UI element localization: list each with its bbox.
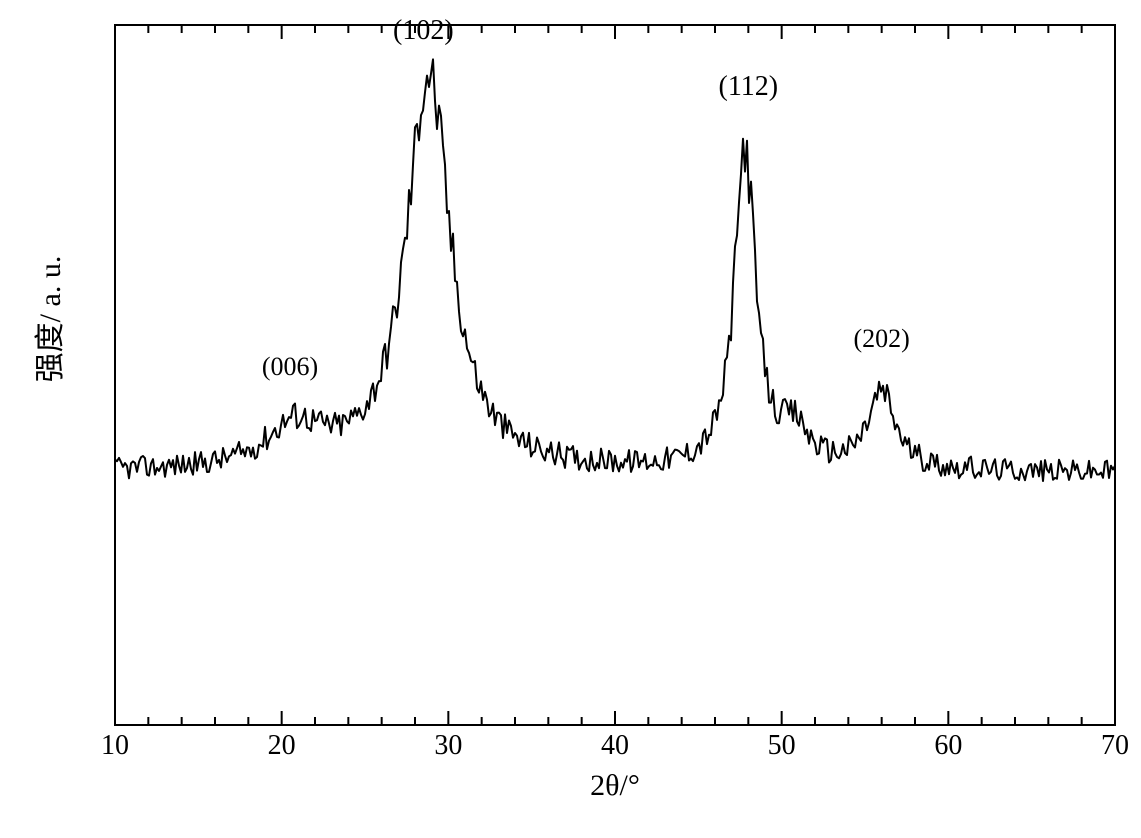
x-tick-label: 30: [434, 730, 462, 761]
x-tick-label: 10: [101, 730, 129, 761]
peak-label: (202): [854, 324, 910, 353]
x-tick-label: 70: [1101, 730, 1129, 761]
peak-label: (102): [393, 15, 454, 46]
xrd-chart: 10 20 30 40 50 60 70 2θ/° 强度/ a. u. (006) (102) (11…: [0, 0, 1141, 838]
peak-label: (006): [262, 352, 318, 381]
x-tick-label: 20: [268, 730, 296, 761]
xrd-svg: 10 20 30 40 50 60 70 2θ/° 强度/ a. u. (006) (102) (11…: [0, 0, 1141, 838]
x-tick-label: 60: [934, 730, 962, 761]
x-tick-label: 50: [768, 730, 796, 761]
y-axis-label: 强度/ a. u.: [34, 256, 67, 383]
x-axis-label: 2θ/°: [590, 769, 640, 802]
peak-label: (112): [719, 71, 779, 102]
xrd-trace: [115, 59, 1115, 481]
x-tick-label: 40: [601, 730, 629, 761]
